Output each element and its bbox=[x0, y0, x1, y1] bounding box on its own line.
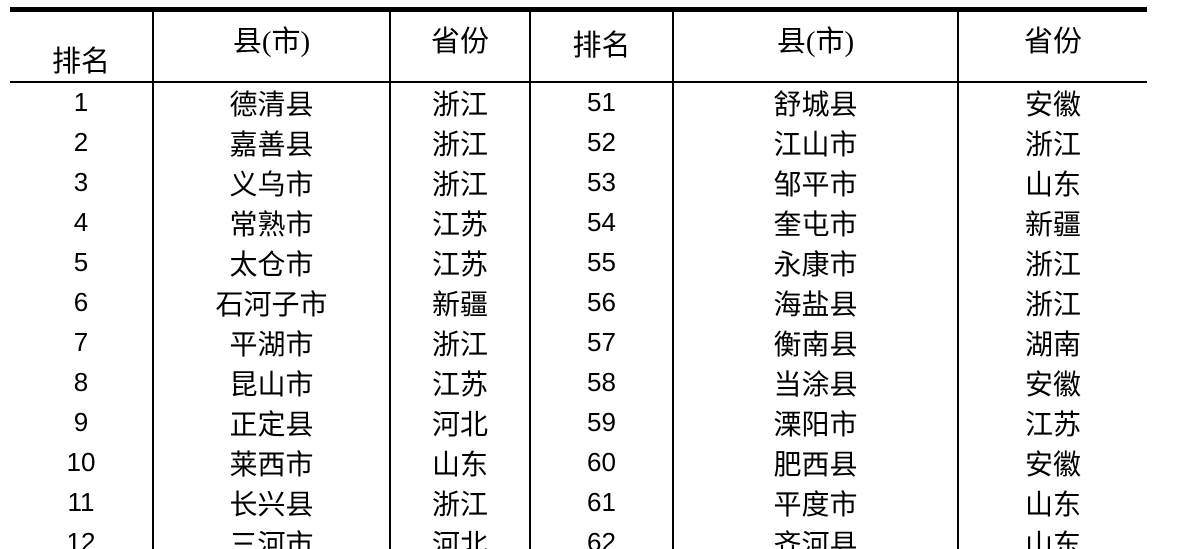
rank-cell: 6 bbox=[73, 287, 89, 317]
header-rank-left: 排名 bbox=[10, 9, 153, 83]
rank-cell: 57 bbox=[529, 322, 673, 363]
rank-cell: 52 bbox=[529, 122, 673, 163]
rank-cell: 8 bbox=[73, 367, 89, 397]
rank-cell: 1 bbox=[73, 87, 89, 117]
province-cell: 浙江 bbox=[957, 282, 1147, 323]
rank-cell: 9 bbox=[73, 407, 89, 437]
province-cell: 浙江 bbox=[957, 242, 1147, 283]
header-province-right: 省份 bbox=[957, 9, 1147, 83]
rank-cell: 2 bbox=[73, 127, 89, 157]
province-cell: 江苏 bbox=[389, 362, 530, 403]
province-cell: 安徽 bbox=[957, 362, 1147, 403]
county-cell: 石河子市 bbox=[152, 282, 390, 323]
rank-cell: 51 bbox=[529, 81, 673, 123]
header-rank-right-label: 排名 bbox=[572, 30, 631, 63]
province-cell: 山东 bbox=[389, 442, 530, 483]
county-cell: 长兴县 bbox=[152, 482, 390, 523]
table-row: 10 莱西市 山东 60 肥西县 安徽 bbox=[10, 442, 1147, 483]
header-province-right-label: 省份 bbox=[1023, 26, 1082, 59]
county-cell: 海盐县 bbox=[672, 282, 958, 323]
county-cell: 平湖市 bbox=[152, 322, 390, 363]
county-cell: 三河市 bbox=[152, 522, 390, 549]
province-cell: 安徽 bbox=[957, 81, 1147, 123]
province-cell: 河北 bbox=[389, 402, 530, 443]
table-row: 2 嘉善县 浙江 52 江山市 浙江 bbox=[10, 122, 1147, 163]
province-cell: 山东 bbox=[957, 482, 1147, 523]
rank-cell: 7 bbox=[73, 327, 89, 357]
rank-cell: 54 bbox=[529, 202, 673, 243]
table-row: 12 三河市 河北 62 齐河县 山东 bbox=[10, 522, 1147, 549]
rank-cell: 3 bbox=[73, 167, 89, 197]
county-cell: 溧阳市 bbox=[672, 402, 958, 443]
province-cell: 浙江 bbox=[389, 162, 530, 203]
county-cell: 莱西市 bbox=[152, 442, 390, 483]
header-county-left-label: 县(市) bbox=[232, 26, 311, 59]
county-cell: 平度市 bbox=[672, 482, 958, 523]
province-cell: 浙江 bbox=[389, 482, 530, 523]
rank-cell: 11 bbox=[67, 487, 95, 517]
county-cell: 奎屯市 bbox=[672, 202, 958, 243]
county-cell: 昆山市 bbox=[152, 362, 390, 403]
rank-cell: 58 bbox=[529, 362, 673, 403]
province-cell: 新疆 bbox=[957, 202, 1147, 243]
county-cell: 太仓市 bbox=[152, 242, 390, 283]
province-cell: 河北 bbox=[389, 522, 530, 549]
county-cell: 舒城县 bbox=[672, 81, 958, 123]
header-row: 排名 县(市) 省份 排名 县(市) 省份 bbox=[10, 9, 1147, 83]
rank-cell: 5 bbox=[73, 247, 89, 277]
table-row: 5 太仓市 江苏 55 永康市 浙江 bbox=[10, 242, 1147, 283]
header-county-right-label: 县(市) bbox=[776, 26, 855, 59]
county-cell: 齐河县 bbox=[672, 522, 958, 549]
table-row: 9 正定县 河北 59 溧阳市 江苏 bbox=[10, 402, 1147, 443]
table-row: 11 长兴县 浙江 61 平度市 山东 bbox=[10, 482, 1147, 523]
rank-cell: 62 bbox=[529, 522, 673, 549]
header-county-left: 县(市) bbox=[152, 9, 390, 83]
county-cell: 衡南县 bbox=[672, 322, 958, 363]
county-cell: 邹平市 bbox=[672, 162, 958, 203]
province-cell: 新疆 bbox=[389, 282, 530, 323]
rank-cell: 61 bbox=[529, 482, 673, 523]
table-row: 8 昆山市 江苏 58 当涂县 安徽 bbox=[10, 362, 1147, 403]
county-cell: 义乌市 bbox=[152, 162, 390, 203]
province-cell: 安徽 bbox=[957, 442, 1147, 483]
rank-cell: 4 bbox=[73, 207, 89, 237]
county-cell: 永康市 bbox=[672, 242, 958, 283]
table-row: 1 德清县 浙江 51 舒城县 安徽 bbox=[10, 81, 1147, 123]
province-cell: 山东 bbox=[957, 162, 1147, 203]
county-cell: 正定县 bbox=[152, 402, 390, 443]
county-cell: 常熟市 bbox=[152, 202, 390, 243]
header-province-left-label: 省份 bbox=[430, 26, 489, 59]
rank-cell: 56 bbox=[529, 282, 673, 323]
ranking-table: 排名 县(市) 省份 排名 县(市) 省份 1 德清县 浙江 51 舒城县 安徽… bbox=[10, 7, 1147, 549]
header-county-right: 县(市) bbox=[672, 9, 958, 83]
header-rank-left-label: 排名 bbox=[51, 46, 110, 79]
province-cell: 浙江 bbox=[389, 122, 530, 163]
province-cell: 浙江 bbox=[957, 122, 1147, 163]
county-cell: 肥西县 bbox=[672, 442, 958, 483]
province-cell: 浙江 bbox=[389, 322, 530, 363]
province-cell: 山东 bbox=[957, 522, 1147, 549]
province-cell: 浙江 bbox=[389, 81, 530, 123]
county-cell: 嘉善县 bbox=[152, 122, 390, 163]
province-cell: 江苏 bbox=[389, 242, 530, 283]
county-cell: 德清县 bbox=[152, 81, 390, 123]
rank-cell: 12 bbox=[66, 527, 96, 549]
table-row: 6 石河子市 新疆 56 海盐县 浙江 bbox=[10, 282, 1147, 323]
province-cell: 江苏 bbox=[957, 402, 1147, 443]
province-cell: 湖南 bbox=[957, 322, 1147, 363]
province-cell: 江苏 bbox=[389, 202, 530, 243]
county-cell: 当涂县 bbox=[672, 362, 958, 403]
rank-cell: 59 bbox=[529, 402, 673, 443]
table-row: 4 常熟市 江苏 54 奎屯市 新疆 bbox=[10, 202, 1147, 243]
table-row: 7 平湖市 浙江 57 衡南县 湖南 bbox=[10, 322, 1147, 363]
rank-cell: 60 bbox=[529, 442, 673, 483]
header-province-left: 省份 bbox=[389, 9, 530, 83]
county-cell: 江山市 bbox=[672, 122, 958, 163]
header-rank-right: 排名 bbox=[529, 9, 673, 83]
rank-cell: 55 bbox=[529, 242, 673, 283]
table-row: 3 义乌市 浙江 53 邹平市 山东 bbox=[10, 162, 1147, 203]
rank-cell: 53 bbox=[529, 162, 673, 203]
rank-cell: 10 bbox=[66, 447, 96, 477]
